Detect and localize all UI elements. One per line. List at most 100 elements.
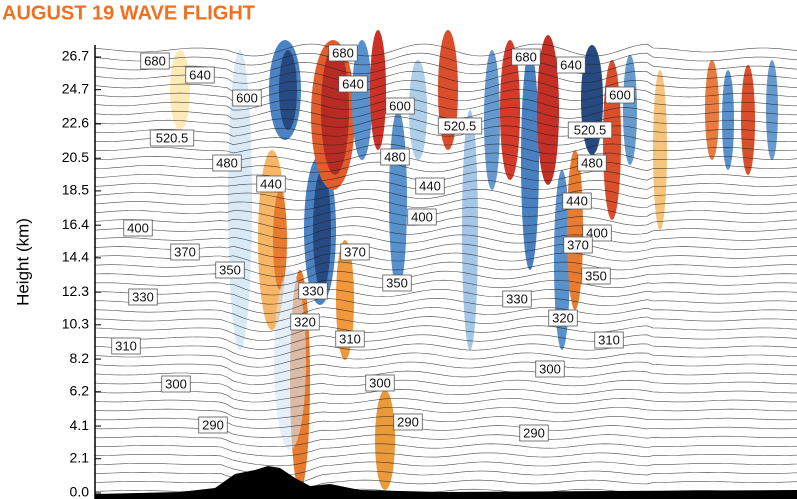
contour-line: [94, 352, 797, 368]
contour-label: 290: [202, 417, 224, 432]
contour-line: [94, 98, 797, 111]
y-tick-label: 24.7: [62, 80, 89, 96]
contour-label-box: [212, 154, 242, 172]
contour-line: [94, 397, 797, 412]
contour-label: 440: [566, 193, 588, 208]
contour-line: [94, 80, 797, 93]
contour-line: [94, 434, 797, 447]
contour-label-box: [502, 290, 532, 308]
y-tick-label: 26.7: [62, 48, 89, 64]
contour-label-box: [577, 154, 607, 172]
contour-line: [94, 343, 797, 359]
contour-label: 310: [115, 338, 137, 353]
contour-label-box: [256, 175, 286, 193]
contour-label-box: [198, 416, 228, 434]
contour-line: [94, 307, 797, 323]
contour-label: 680: [515, 49, 537, 64]
contour-line: [94, 125, 797, 137]
contour-line: [94, 270, 797, 287]
terrain: [95, 466, 797, 499]
y-axis-label: Height (km): [13, 218, 32, 306]
contour-label-box: [556, 56, 586, 74]
contour-label-box: [328, 44, 358, 62]
contour-label: 640: [342, 76, 364, 91]
y-tick-label: 10.3: [62, 316, 89, 332]
contour-label: 400: [411, 209, 433, 224]
contour-line: [94, 225, 797, 240]
y-tick-label: 20.5: [62, 149, 89, 165]
contour-label-box: [335, 330, 365, 348]
contour-label: 520.5: [156, 130, 189, 145]
contour-label: 440: [260, 176, 282, 191]
contour-label-box: [407, 208, 437, 226]
y-tick-label: 22.6: [62, 115, 89, 131]
contour-label: 370: [567, 237, 589, 252]
contour-label: 680: [332, 45, 354, 60]
contour-label: 400: [127, 220, 149, 235]
contour-label-box: [563, 236, 593, 254]
contour-label: 520.5: [444, 118, 477, 133]
contour-label: 300: [165, 376, 187, 391]
contour-label-box: [170, 243, 200, 261]
contour-label-box: [605, 86, 635, 104]
contour-label-box: [393, 413, 423, 431]
contour-label-box: [415, 177, 445, 195]
contour-label: 310: [598, 332, 620, 347]
contour-line: [94, 207, 797, 220]
contour-line: [95, 443, 797, 457]
contour-line: [94, 261, 797, 277]
y-tick-label: 6.2: [70, 382, 90, 398]
y-tick-label: 14.4: [62, 249, 89, 265]
y-tick-label: 2.1: [70, 449, 90, 465]
contour-line: [95, 298, 797, 314]
contour-label-box: [594, 331, 624, 349]
contour-line: [94, 52, 797, 66]
y-tick-label: 18.5: [62, 182, 89, 198]
contour-label-box: [437, 117, 483, 135]
contour-line: [94, 252, 797, 268]
contour-line: [94, 161, 797, 173]
contour-line: [94, 370, 797, 386]
contour-label-box: [385, 97, 415, 115]
contour-label-box: [365, 374, 395, 392]
contour-label: 370: [174, 244, 196, 259]
contour-line: [94, 279, 797, 296]
contour-label: 600: [389, 98, 411, 113]
contour-label: 290: [397, 414, 419, 429]
contour-line: [95, 152, 797, 164]
contour-label-box: [128, 288, 158, 306]
y-tick-label: 8.2: [70, 350, 90, 366]
contour-label-box: [511, 48, 541, 66]
contour-line: [94, 89, 797, 102]
contour-label: 330: [506, 291, 528, 306]
contour-label-box: [380, 148, 410, 166]
contour-line: [94, 452, 797, 467]
contour-lines: [94, 43, 797, 499]
contour-label-box: [215, 261, 245, 279]
contour-label-box: [581, 267, 611, 285]
contour-line: [94, 334, 797, 350]
contour-label-box: [562, 192, 592, 210]
contour-label-box: [149, 129, 195, 147]
contour-label-box: [185, 66, 215, 84]
contour-label: 440: [419, 178, 441, 193]
contour-line: [94, 143, 797, 155]
contour-line: [94, 388, 797, 403]
contour-line: [94, 189, 797, 201]
contour-label: 480: [216, 155, 238, 170]
contour-line: [94, 479, 797, 496]
contour-line: [94, 407, 797, 420]
contour-label: 290: [523, 425, 545, 440]
contour-line: [94, 325, 797, 341]
contour-label: 480: [384, 149, 406, 164]
contour-line: [94, 316, 797, 332]
contour-label: 330: [302, 283, 324, 298]
contour-label: 680: [144, 53, 166, 68]
contour-line: [94, 179, 797, 192]
contour-label: 370: [344, 244, 366, 259]
contour-line: [94, 43, 797, 57]
contour-label: 320: [552, 310, 574, 325]
contour-label-box: [382, 274, 412, 292]
contour-label-box: [519, 424, 549, 442]
contour-label: 350: [585, 268, 607, 283]
